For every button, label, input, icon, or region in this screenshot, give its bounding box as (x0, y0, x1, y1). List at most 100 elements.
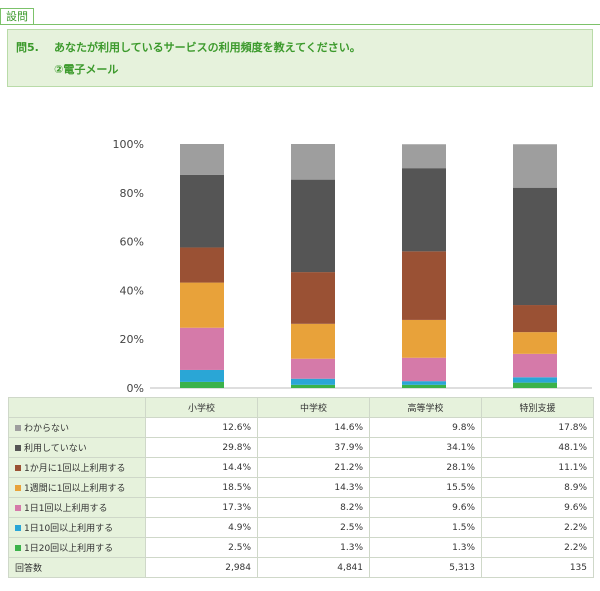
legend-swatch (15, 445, 21, 451)
value-cell: 2.5% (257, 517, 370, 538)
legend-label: 1日1回以上利用する (24, 504, 108, 514)
bar-segment (513, 305, 557, 333)
value-cell: 37.9% (257, 437, 370, 458)
value-cell: 14.6% (257, 417, 370, 438)
question-text: あなたが利用しているサービスの利用頻度を教えてください。 (54, 41, 361, 54)
value-cell: 14.4% (145, 457, 258, 478)
legend-swatch (15, 545, 21, 551)
bar-segment (180, 282, 224, 328)
bar-segment (402, 357, 446, 382)
bar-segment (513, 353, 557, 378)
table-row: 1日10回以上利用する 4.9% 2.5% 1.5% 2.2% (8, 517, 594, 538)
value-cell: 2.2% (481, 537, 594, 558)
section-tag: 設問 (0, 8, 34, 25)
y-tick-label: 100% (113, 138, 144, 151)
legend-swatch (15, 505, 21, 511)
legend-swatch (15, 425, 21, 431)
y-tick-label: 80% (120, 187, 144, 200)
bar-segment (513, 377, 557, 383)
bar-segment (402, 381, 446, 385)
value-cell: 1.3% (369, 537, 482, 558)
question-number: 問5. (16, 41, 39, 54)
y-tick-label: 20% (120, 333, 144, 346)
value-cell: 14.3% (257, 477, 370, 498)
bar-segment (402, 319, 446, 358)
bar-segment (180, 144, 224, 175)
legend-label: 1週間に1回以上利用する (24, 484, 126, 494)
value-cell: 21.2% (257, 457, 370, 478)
value-cell: 8.9% (481, 477, 594, 498)
value-cell: 2.5% (145, 537, 258, 558)
count-cell: 135 (481, 557, 594, 578)
y-tick-label: 0% (127, 382, 144, 395)
legend-label: 1日20回以上利用する (24, 544, 114, 554)
bar-segment (402, 251, 446, 320)
table-row: 利用していない 29.8% 37.9% 34.1% 48.1% (8, 437, 594, 458)
bar-segment (513, 187, 557, 306)
count-label: 回答数 (8, 557, 146, 578)
stacked-bar-chart: 0% 20% 40% 60% 80% 100% (113, 138, 592, 395)
row-label: 利用していない (8, 437, 146, 458)
bar-segment (180, 369, 224, 382)
question-subtitle: ②電子メール (54, 63, 119, 76)
bar-segment (291, 272, 335, 324)
table-row: わからない 12.6% 14.6% 9.8% 17.8% (8, 417, 594, 438)
value-cell: 2.2% (481, 517, 594, 538)
value-cell: 34.1% (369, 437, 482, 458)
legend-swatch (15, 485, 21, 491)
value-cell: 9.6% (481, 497, 594, 518)
value-cell: 8.2% (257, 497, 370, 518)
bar-segment (291, 358, 335, 379)
table-column-header: 中学校 (257, 397, 370, 418)
data-table: 小学校 中学校 高等学校 特別支援 わからない 12.6% 14.6% 9.8% 17.8% 利… (8, 397, 594, 578)
bar-segment (291, 378, 335, 385)
row-label: わからない (8, 417, 146, 438)
bar-segment (291, 144, 335, 180)
value-cell: 1.3% (257, 537, 370, 558)
legend-swatch (15, 525, 21, 531)
table-column-header: 高等学校 (369, 397, 482, 418)
table-column-header: 小学校 (145, 397, 258, 418)
row-label: 1週間に1回以上利用する (8, 477, 146, 498)
bar-segment (513, 382, 557, 388)
table-column-header: 特別支援 (481, 397, 594, 418)
bar-segment (402, 168, 446, 252)
value-cell: 9.8% (369, 417, 482, 438)
count-cell: 4,841 (257, 557, 370, 578)
value-cell: 48.1% (481, 437, 594, 458)
bar-segment (180, 327, 224, 370)
y-tick-label: 40% (120, 284, 144, 297)
table-row: 1か月に1回以上利用する 14.4% 21.2% 28.1% 11.1% (8, 457, 594, 478)
row-label: 1か月に1回以上利用する (8, 457, 146, 478)
section-divider (34, 24, 600, 25)
bar-segment (402, 144, 446, 169)
question-box: 問5. あなたが利用しているサービスの利用頻度を教えてください。 ②電子メール (7, 29, 593, 87)
legend-label: わからない (24, 424, 70, 434)
bar-segment (180, 174, 224, 248)
bar-segment (513, 144, 557, 188)
bar-segment (180, 247, 224, 283)
bar-segment (180, 381, 224, 388)
value-cell: 18.5% (145, 477, 258, 498)
legend-label: 1か月に1回以上利用する (24, 464, 126, 474)
y-tick-label: 60% (120, 236, 144, 249)
legend-label: 1日10回以上利用する (24, 524, 114, 534)
value-cell: 4.9% (145, 517, 258, 538)
bar-segment (291, 179, 335, 273)
table-header-row: 小学校 中学校 高等学校 特別支援 (8, 397, 594, 418)
legend-swatch (15, 465, 21, 471)
bar-segment (402, 384, 446, 388)
value-cell: 15.5% (369, 477, 482, 498)
table-row: 1週間に1回以上利用する 18.5% 14.3% 15.5% 8.9% (8, 477, 594, 498)
value-cell: 1.5% (369, 517, 482, 538)
bar-segment (291, 384, 335, 388)
count-row: 回答数 2,984 4,841 5,313 135 (8, 557, 594, 578)
value-cell: 29.8% (145, 437, 258, 458)
bar-segment (291, 323, 335, 359)
table-row: 1日20回以上利用する 2.5% 1.3% 1.3% 2.2% (8, 537, 594, 558)
row-label: 1日1回以上利用する (8, 497, 146, 518)
value-cell: 17.8% (481, 417, 594, 438)
value-cell: 9.6% (369, 497, 482, 518)
bar-segment (513, 332, 557, 354)
value-cell: 11.1% (481, 457, 594, 478)
